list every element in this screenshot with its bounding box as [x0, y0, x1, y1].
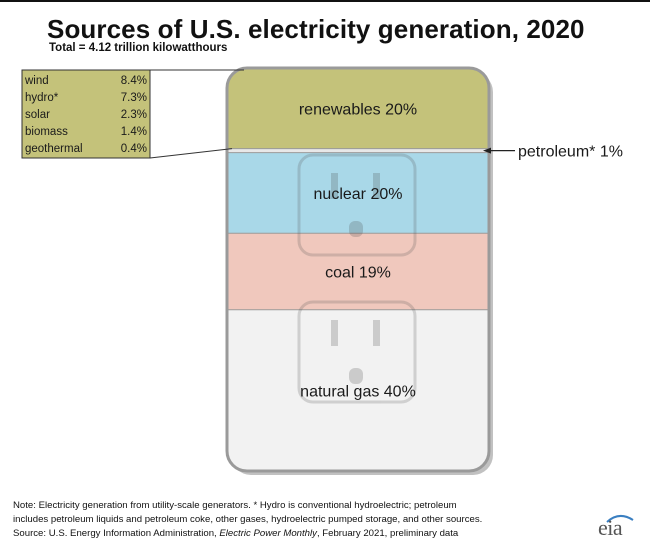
- eia-logo: eia: [598, 515, 623, 540]
- source-prefix: Source: U.S. Energy Information Administ…: [13, 528, 220, 539]
- bar-segments: [227, 68, 489, 471]
- breakdown-source-name: geothermal: [25, 143, 83, 155]
- segment-coal: [227, 233, 489, 310]
- breakdown-source-name: wind: [24, 75, 49, 87]
- footer-note-line-1: Note: Electricity generation from utilit…: [13, 500, 457, 511]
- segment-nuclear: [227, 152, 489, 234]
- eia-logo-arc: [606, 515, 634, 523]
- chart-subtitle: Total = 4.12 trillion kilowatthours: [49, 42, 228, 54]
- segment-petroleum: [227, 148, 489, 153]
- breakdown-source-value: 7.3%: [121, 92, 147, 104]
- source-publication: Electric Power Monthly: [219, 528, 317, 539]
- breakdown-source-value: 8.4%: [121, 75, 147, 87]
- footer-note-line-2: includes petroleum liquids and petroleum…: [13, 514, 483, 525]
- breakdown-connector-bottom: [149, 148, 233, 159]
- chart-title: Sources of U.S. electricity generation, …: [47, 14, 585, 44]
- segment-renewables: [227, 68, 489, 149]
- breakdown-source-value: 2.3%: [121, 109, 147, 121]
- upper-socket: [297, 153, 417, 257]
- breakdown-source-name: hydro*: [25, 92, 59, 104]
- top-rule: [0, 0, 650, 2]
- segment-label-natural-gas: natural gas 40%: [300, 383, 416, 400]
- footer: Note: Electricity generation from utilit…: [13, 499, 603, 541]
- segment-label-nuclear: nuclear 20%: [314, 186, 403, 203]
- outlet-sockets: [297, 153, 417, 404]
- source-suffix: , February 2021, preliminary data: [316, 528, 459, 539]
- petroleum-callout: petroleum* 1%: [483, 144, 623, 161]
- segment-label-renewables: renewables 20%: [299, 101, 417, 118]
- breakdown-source-name: biomass: [25, 126, 68, 138]
- breakdown-source-value: 0.4%: [121, 143, 147, 155]
- breakdown-source-name: solar: [25, 109, 50, 121]
- renewables-breakdown: wind 8.4% hydro* 7.3% solar 2.3% biomass 1.4% ge…: [21, 69, 244, 159]
- footer-source: Source: U.S. Energy Information Administ…: [13, 527, 603, 541]
- segment-natural-gas: [227, 309, 489, 471]
- breakdown-source-value: 1.4%: [121, 126, 147, 138]
- segment-labels: natural gas 40% coal 19% nuclear 20% renewa…: [299, 101, 417, 400]
- outlet-frame: [225, 66, 491, 473]
- segment-label-coal: coal 19%: [325, 265, 391, 282]
- lower-socket: [297, 300, 417, 404]
- petroleum-label: petroleum* 1%: [518, 144, 623, 161]
- breakdown-box: [21, 69, 151, 159]
- petroleum-arrowhead: [483, 147, 491, 154]
